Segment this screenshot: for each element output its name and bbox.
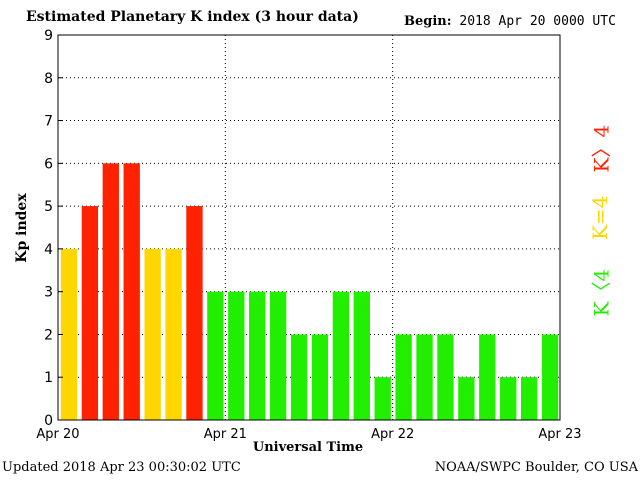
y-tick-label: 9 bbox=[44, 28, 53, 44]
y-tick-label: 5 bbox=[44, 199, 53, 215]
credit-text: NOAA/SWPC Boulder, CO USA bbox=[434, 460, 638, 475]
kp-bar bbox=[395, 334, 412, 420]
x-tick-label: Apr 20 bbox=[36, 427, 79, 442]
kp-bar bbox=[500, 377, 517, 420]
kp-bar bbox=[60, 248, 78, 420]
x-ticks: Apr 20 Apr 21 Apr 22 Apr 23 bbox=[36, 427, 581, 442]
kp-bar bbox=[290, 334, 308, 420]
kp-bar bbox=[228, 291, 245, 420]
kp-bar bbox=[479, 334, 496, 420]
x-tick-label: Apr 21 bbox=[204, 427, 247, 442]
y-tick-label: 7 bbox=[44, 114, 53, 130]
x-axis-label: Universal Time bbox=[252, 440, 364, 455]
x-tick-label: Apr 23 bbox=[538, 427, 581, 442]
y-tick-label: 3 bbox=[44, 285, 53, 301]
y-tick-label: 2 bbox=[44, 327, 53, 343]
kp-bar bbox=[332, 291, 350, 420]
kp-bar bbox=[311, 334, 329, 420]
x-tick-label: Apr 22 bbox=[371, 427, 414, 442]
updated-time: Updated 2018 Apr 23 00:30:02 UTC bbox=[2, 460, 241, 475]
kp-bar bbox=[81, 206, 99, 420]
begin-label: Begin: bbox=[404, 14, 452, 29]
updated-value: 2018 Apr 23 00:30:02 UTC bbox=[62, 460, 241, 475]
y-tick-label: 0 bbox=[44, 413, 53, 429]
begin-value: 2018 Apr 20 0000 UTC bbox=[459, 14, 616, 29]
y-tick-label: 1 bbox=[44, 370, 53, 386]
y-tick-label: 4 bbox=[44, 242, 53, 258]
y-tick-label: 8 bbox=[44, 71, 53, 87]
kp-bar bbox=[249, 291, 266, 420]
kp-bar bbox=[102, 163, 119, 421]
kp-bar bbox=[541, 334, 559, 420]
kp-bar bbox=[374, 377, 391, 420]
kp-bar bbox=[186, 206, 203, 420]
grid-lines bbox=[58, 35, 560, 420]
kp-bar bbox=[437, 334, 454, 420]
kp-bar bbox=[416, 334, 433, 420]
y-ticks: 0 1 2 3 4 5 6 7 8 9 bbox=[44, 28, 63, 429]
chart-title: Estimated Planetary K index (3 hour data… bbox=[26, 9, 359, 25]
kp-bar bbox=[123, 163, 140, 421]
plot-frame bbox=[57, 34, 561, 421]
begin-time: Begin: 2018 Apr 20 0000 UTC bbox=[404, 14, 616, 29]
kp-bar bbox=[207, 291, 224, 420]
kp-bar bbox=[520, 377, 538, 420]
kp-bar bbox=[353, 291, 370, 420]
kp-bar bbox=[458, 377, 475, 420]
kp-bar bbox=[144, 248, 161, 420]
kp-bar bbox=[269, 291, 287, 420]
y-tick-label: 6 bbox=[44, 156, 53, 172]
bars bbox=[60, 163, 559, 421]
updated-label: Updated bbox=[2, 460, 59, 475]
kp-bar bbox=[165, 248, 182, 420]
